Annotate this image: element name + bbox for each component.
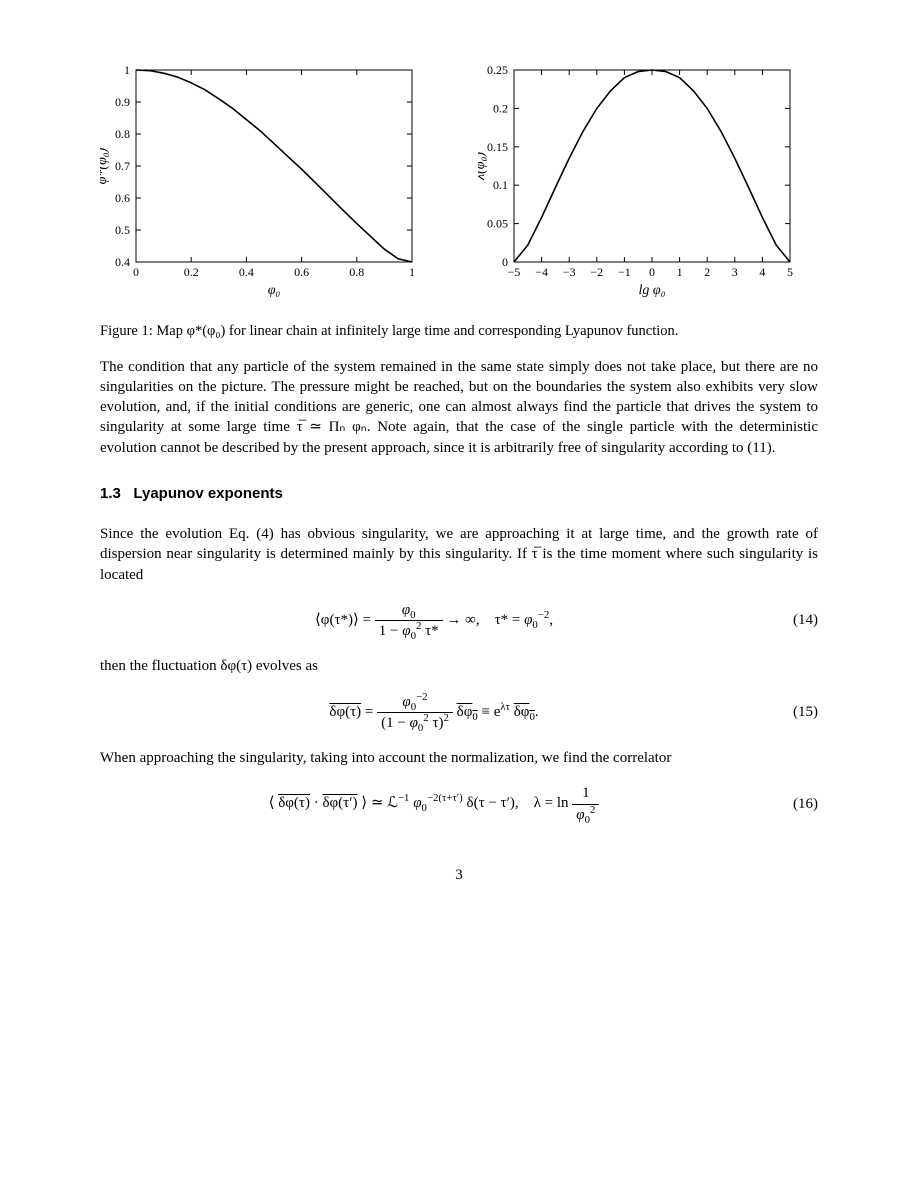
equation-15: δφ(τ) = φ0−2(1 − φ02 τ)2 δφ0 ≡ eλτ δφ0. … — [100, 692, 818, 734]
svg-text:lg φ₀: lg φ₀ — [638, 283, 665, 298]
figure-label: Figure 1: — [100, 323, 153, 339]
svg-text:0.25: 0.25 — [487, 63, 508, 77]
svg-text:−3: −3 — [563, 265, 576, 279]
svg-text:1: 1 — [409, 265, 415, 279]
svg-text:3: 3 — [732, 265, 738, 279]
equation-16-number: (16) — [768, 794, 818, 814]
svg-text:0.6: 0.6 — [115, 191, 130, 205]
svg-text:φ*(φ₀): φ*(φ₀) — [100, 147, 110, 184]
svg-text:0.4: 0.4 — [239, 265, 254, 279]
svg-text:0: 0 — [502, 255, 508, 269]
figure-caption: Figure 1: Map φ*(φ₀) for linear chain at… — [100, 322, 818, 342]
svg-text:1: 1 — [677, 265, 683, 279]
svg-text:0.2: 0.2 — [493, 101, 508, 115]
equation-15-number: (15) — [768, 702, 818, 722]
svg-text:λ(φ₀): λ(φ₀) — [478, 152, 488, 181]
para-1: The condition that any particle of the s… — [100, 357, 818, 458]
para-2: Since the evolution Eq. (4) has obvious … — [100, 524, 818, 585]
svg-text:−4: −4 — [535, 265, 548, 279]
svg-text:0.7: 0.7 — [115, 159, 130, 173]
figure-left: 0 0.2 0.4 0.6 0.8 1 0.4 0.5 0.6 0.7 0.8 0.9 1 φ₀ φ*(φ₀… — [100, 60, 440, 312]
svg-text:0.9: 0.9 — [115, 95, 130, 109]
svg-text:−2: −2 — [590, 265, 603, 279]
svg-text:0: 0 — [649, 265, 655, 279]
para-4: When approaching the singularity, taking… — [100, 748, 818, 768]
section-number: 1.3 — [100, 485, 121, 502]
svg-text:1: 1 — [124, 63, 130, 77]
svg-text:0.8: 0.8 — [115, 127, 130, 141]
equation-16: ⟨ δφ(τ) · δφ(τ′) ⟩ ≃ ℒ−1 φ0−2(τ+τ′) δ(τ … — [100, 783, 818, 825]
svg-text:0.1: 0.1 — [493, 178, 508, 192]
svg-text:2: 2 — [704, 265, 710, 279]
equation-14-number: (14) — [768, 610, 818, 630]
svg-text:4: 4 — [759, 265, 765, 279]
svg-text:0.6: 0.6 — [294, 265, 309, 279]
svg-text:0.4: 0.4 — [115, 255, 130, 269]
section-heading: 1.3 Lyapunov exponents — [100, 484, 818, 504]
svg-text:0.5: 0.5 — [115, 223, 130, 237]
svg-text:−1: −1 — [618, 265, 631, 279]
svg-text:0.05: 0.05 — [487, 217, 508, 231]
page-number: 3 — [100, 865, 818, 885]
figure-right: −5 −4 −3 −2 −1 0 1 2 3 4 5 0 0.05 0.1 0.15 0.2 0.25 lg φ₀… — [478, 60, 818, 312]
svg-text:φ₀: φ₀ — [268, 283, 281, 298]
svg-text:5: 5 — [787, 265, 793, 279]
svg-text:0.8: 0.8 — [349, 265, 364, 279]
svg-text:−5: −5 — [508, 265, 521, 279]
section-title: Lyapunov exponents — [133, 485, 282, 502]
figure-caption-text: Map φ*(φ₀) for linear chain at infinitel… — [156, 323, 678, 339]
equation-14: ⟨φ(τ*)⟩ = φ01 − φ02 τ* → ∞, τ* = φ0−2, (… — [100, 600, 818, 642]
svg-text:0.15: 0.15 — [487, 140, 508, 154]
svg-text:0: 0 — [133, 265, 139, 279]
para-3: then the fluctuation δφ(τ) evolves as — [100, 656, 818, 676]
svg-text:0.2: 0.2 — [184, 265, 199, 279]
